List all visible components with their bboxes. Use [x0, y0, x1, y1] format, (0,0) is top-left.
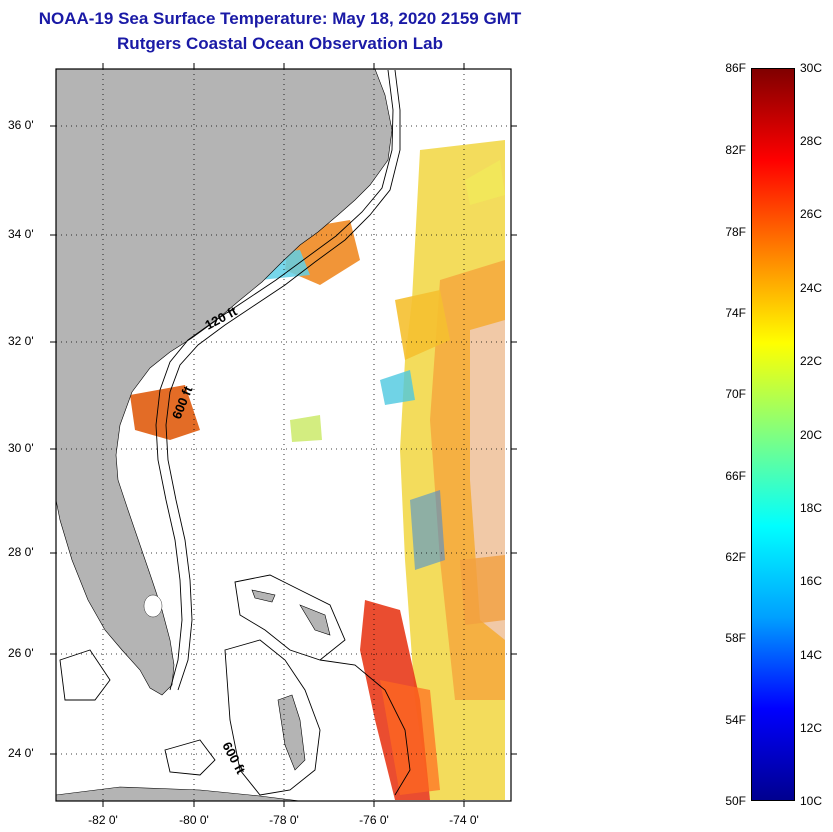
- lon-label-78: -78 0': [269, 813, 299, 827]
- lat-label-26: 26 0': [8, 646, 34, 660]
- colorbar-label-24c: 24C: [800, 281, 823, 295]
- cuba-landmass: [56, 786, 301, 801]
- colorbar-label-50f: 50F: [725, 794, 746, 808]
- colorbar-label-82f: 82F: [725, 143, 746, 157]
- colorbar-label-20c: 20C: [800, 428, 823, 442]
- colorbar-label-58f: 58F: [725, 631, 746, 645]
- graticule: [56, 69, 511, 801]
- lon-label-80: -80 0': [179, 813, 209, 827]
- lake-okeechobee: [143, 594, 163, 618]
- map-title: NOAA-19 Sea Surface Temperature: May 18,…: [38, 9, 522, 28]
- colorbar-label-22c: 22C: [800, 354, 823, 368]
- colorbar-label-86f: 86F: [725, 61, 746, 75]
- lat-label-32: 32 0': [8, 334, 34, 348]
- colorbar-label-62f: 62F: [725, 550, 746, 564]
- colorbar-label-78f: 78F: [725, 225, 746, 239]
- colorbar-label-18c: 18C: [800, 501, 823, 515]
- colorbar-label-54f: 54F: [725, 713, 746, 727]
- colorbar-label-70f: 70F: [725, 387, 746, 401]
- lat-label-36: 36 0': [8, 118, 34, 132]
- bahamas-islands: [251, 589, 331, 771]
- lat-label-24: 24 0': [8, 746, 34, 760]
- colorbar-label-14c: 14C: [800, 648, 823, 662]
- lon-label-82: -82 0': [88, 813, 118, 827]
- colorbar-label-28c: 28C: [800, 134, 823, 148]
- colorbar-label-74f: 74F: [725, 306, 746, 320]
- lon-label-76: -76 0': [359, 813, 389, 827]
- colorbar-label-66f: 66F: [725, 469, 746, 483]
- bathymetry-contours: [59, 69, 411, 796]
- colorbar-label-30c: 30C: [800, 61, 823, 75]
- colorbar-label-16c: 16C: [800, 574, 823, 588]
- colorbar-label-12c: 12C: [800, 721, 823, 735]
- temperature-colorbar: [751, 68, 795, 801]
- lat-label-30: 30 0': [8, 441, 34, 455]
- map-ticks: [50, 63, 517, 807]
- lat-label-28: 28 0': [8, 545, 34, 559]
- sst-patches: [130, 140, 505, 800]
- lon-label-74: -74 0': [449, 813, 479, 827]
- colorbar-label-26c: 26C: [800, 207, 823, 221]
- lat-label-34: 34 0': [8, 227, 34, 241]
- map-subtitle: Rutgers Coastal Ocean Observation Lab: [117, 34, 443, 53]
- colorbar-label-10c: 10C: [800, 794, 823, 808]
- us-landmass: [56, 69, 393, 696]
